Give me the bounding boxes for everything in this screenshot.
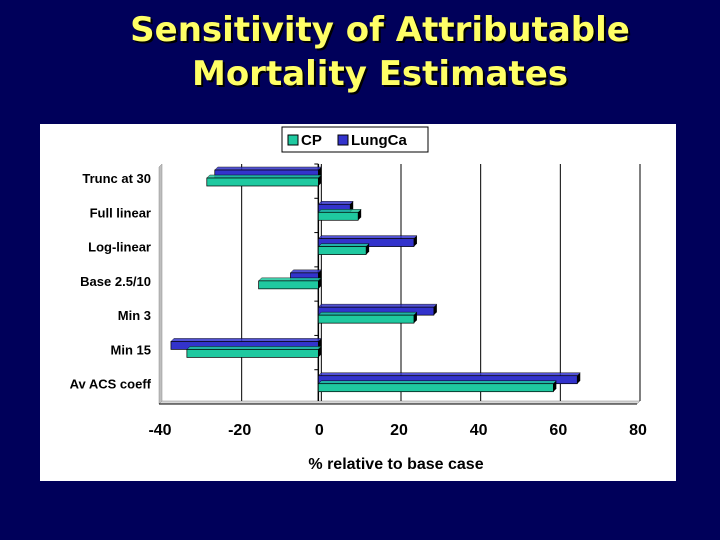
x-axis-title: % relative to base case [308, 456, 483, 473]
x-tick-label-20: 20 [390, 422, 408, 439]
bar-end-face [318, 346, 322, 358]
x-tick-label-40: 40 [470, 422, 488, 439]
category-label-av-acs-coeff: Av ACS coeff [70, 377, 152, 392]
x-tick-label-0: 0 [315, 422, 324, 439]
bar-front-face [186, 349, 319, 358]
bar-cp-av-acs-coeff [317, 380, 557, 393]
bar-front-face [317, 246, 367, 255]
chart-background [40, 124, 676, 481]
chart-side-wall [158, 163, 163, 405]
bar-top-face [186, 346, 322, 350]
slide-title-line-1: Sensitivity of Attributable [130, 10, 630, 50]
category-label-log-linear: Log-linear [88, 240, 151, 255]
bar-front-face [317, 383, 554, 393]
x-tick-labels: -40 -20 0 20 40 60 80 [148, 422, 647, 439]
legend-entry-lungca: LungCa [337, 132, 407, 149]
category-label-min-15: Min 15 [111, 342, 151, 357]
bar-front-face [317, 314, 415, 324]
bar-top-face [317, 201, 354, 205]
legend-label-lungca: LungCa [351, 132, 407, 149]
bar-end-face [318, 277, 322, 289]
x-tick-label-60: 60 [549, 422, 567, 439]
x-tick-label-40: -40 [148, 422, 171, 439]
legend-swatch-cp [287, 134, 299, 146]
bar-top-face [170, 338, 322, 342]
x-tick-label-20: -20 [228, 422, 251, 439]
bar-top-face [206, 174, 322, 179]
x-tick-label-80: 80 [629, 422, 647, 439]
bar-lungca-min-15 [170, 338, 322, 350]
legend-entry-cp: CP [287, 132, 322, 149]
bar-top-face [317, 209, 362, 213]
category-labels: Trunc at 30 Full linear Log-linear Base 2.5… [70, 171, 152, 392]
bar-front-face [206, 177, 319, 187]
bar-top-face [289, 269, 322, 274]
bar-top-face [317, 372, 581, 376]
slide-title: Sensitivity of Attributable Mortality Es… [0, 8, 720, 96]
bar-cp-log-linear [317, 243, 370, 255]
bar-end-face [318, 175, 322, 186]
legend: CP LungCa [281, 126, 429, 153]
legend-box [281, 126, 429, 153]
bars [170, 166, 581, 393]
bar-top-face [257, 277, 322, 282]
bar-end-face [358, 209, 362, 221]
bar-top-face [317, 311, 418, 316]
bar-end-face [553, 380, 557, 392]
bar-cp-base-2-5-10 [257, 277, 322, 290]
bar-lungca-full-linear [317, 201, 354, 213]
bar-top-face [317, 235, 418, 239]
bar-end-face [413, 235, 417, 247]
category-label-full-linear: Full linear [90, 205, 151, 220]
bar-cp-min-15 [186, 346, 322, 358]
bar-chart: Trunc at 30 Full linear Log-linear Base 2.5… [40, 124, 676, 481]
bar-top-face [317, 303, 438, 308]
legend-swatch-lungca [337, 134, 349, 146]
bar-cp-trunc-at-30 [206, 174, 322, 187]
bar-cp-min-3 [317, 311, 418, 324]
bar-top-face [317, 380, 557, 384]
bar-end-face [433, 304, 437, 316]
bar-front-face [317, 211, 359, 221]
category-label-min-3: Min 3 [118, 308, 151, 323]
bar-end-face [366, 243, 370, 255]
category-label-base-2-5-10: Base 2.5/10 [80, 274, 151, 289]
slide-title-line-2: Mortality Estimates [191, 54, 568, 94]
bar-end-face [577, 372, 581, 384]
category-label-trunc-at-30: Trunc at 30 [82, 171, 151, 186]
bar-end-face [413, 312, 417, 324]
grid-lines [158, 163, 641, 405]
legend-label-cp: CP [301, 132, 322, 149]
bar-top-face [214, 166, 322, 171]
bar-top-face [317, 243, 370, 247]
bar-front-face [258, 280, 319, 290]
bar-cp-full-linear [317, 209, 362, 221]
